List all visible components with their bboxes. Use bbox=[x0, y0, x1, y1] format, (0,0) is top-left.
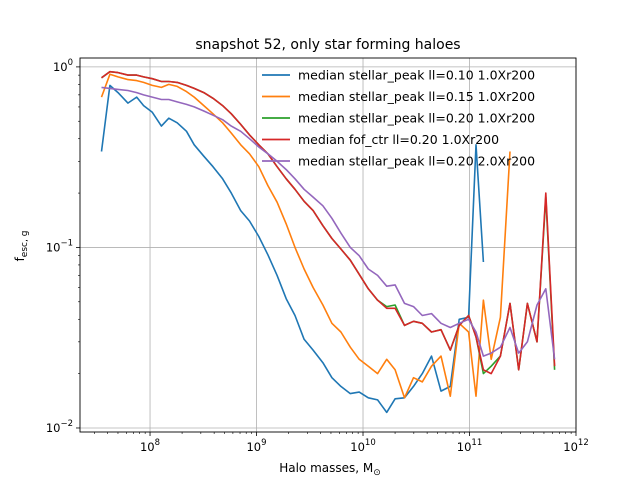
x-tick-label-exp: 11 bbox=[471, 438, 482, 448]
x-tick-label-exp: 8 bbox=[155, 438, 160, 448]
x-axis-title-sub: ⊙ bbox=[373, 468, 381, 478]
y-tick-label-base: 10 bbox=[53, 60, 68, 74]
y-tick-label-base: 10 bbox=[46, 421, 61, 435]
x-tick-label-exp: 9 bbox=[261, 438, 266, 448]
chart-title: snapshot 52, only star forming haloes bbox=[195, 37, 460, 53]
x-tick-label-base: 10 bbox=[563, 440, 578, 454]
y-tick-label-exp: −2 bbox=[60, 419, 73, 429]
legend-label-3: median stellar_peak ll=0.20 1.0Xr200 bbox=[298, 111, 535, 126]
y-tick-label-exp: 0 bbox=[68, 58, 73, 68]
x-tick-label: 1011 bbox=[457, 438, 482, 454]
x-tick-label-base: 10 bbox=[350, 440, 365, 454]
x-axis-title-main: Halo masses, M bbox=[279, 461, 373, 475]
y-axis-title: fesc, g bbox=[13, 231, 30, 262]
y-tick-label: 10−2 bbox=[46, 419, 73, 435]
x-tick-label: 108 bbox=[140, 438, 160, 454]
plot-frame bbox=[79, 57, 577, 433]
x-tick-label-exp: 12 bbox=[578, 438, 589, 448]
x-tick-label: 109 bbox=[246, 438, 266, 454]
x-tick-label-base: 10 bbox=[140, 440, 155, 454]
y-axis-title-main: f bbox=[13, 256, 27, 261]
y-tick-label-exp: −1 bbox=[60, 238, 73, 248]
x-tick-label-base: 10 bbox=[246, 440, 261, 454]
legend-label-2: median stellar_peak ll=0.15 1.0Xr200 bbox=[298, 89, 535, 104]
legend-label-1: median stellar_peak ll=0.10 1.0Xr200 bbox=[298, 68, 535, 83]
x-tick-label-base: 10 bbox=[457, 440, 472, 454]
y-axis-title-sub: esc, g bbox=[20, 231, 30, 258]
x-tick-label: 1012 bbox=[563, 438, 588, 454]
series-line-4 bbox=[101, 70, 556, 375]
y-tick-label-base: 10 bbox=[46, 240, 61, 254]
y-tick-label: 10−1 bbox=[46, 238, 73, 254]
x-tick-label-exp: 10 bbox=[365, 438, 376, 448]
y-tick-label: 100 bbox=[53, 58, 73, 74]
x-tick-label: 1010 bbox=[350, 438, 375, 454]
x-axis-title: Halo masses, M⊙ bbox=[279, 461, 381, 478]
legend-label-4: median fof_ctr ll=0.20 1.0Xr200 bbox=[298, 132, 499, 147]
series-layer bbox=[100, 70, 556, 414]
legend-label-5: median stellar_peak ll=0.20 2.0Xr200 bbox=[298, 154, 535, 169]
legend: median stellar_peak ll=0.10 1.0Xr200 medi… bbox=[262, 68, 535, 169]
series-line-5 bbox=[101, 86, 556, 360]
series-line-1 bbox=[100, 84, 485, 414]
grid bbox=[80, 58, 577, 432]
series-line-2 bbox=[100, 73, 511, 399]
